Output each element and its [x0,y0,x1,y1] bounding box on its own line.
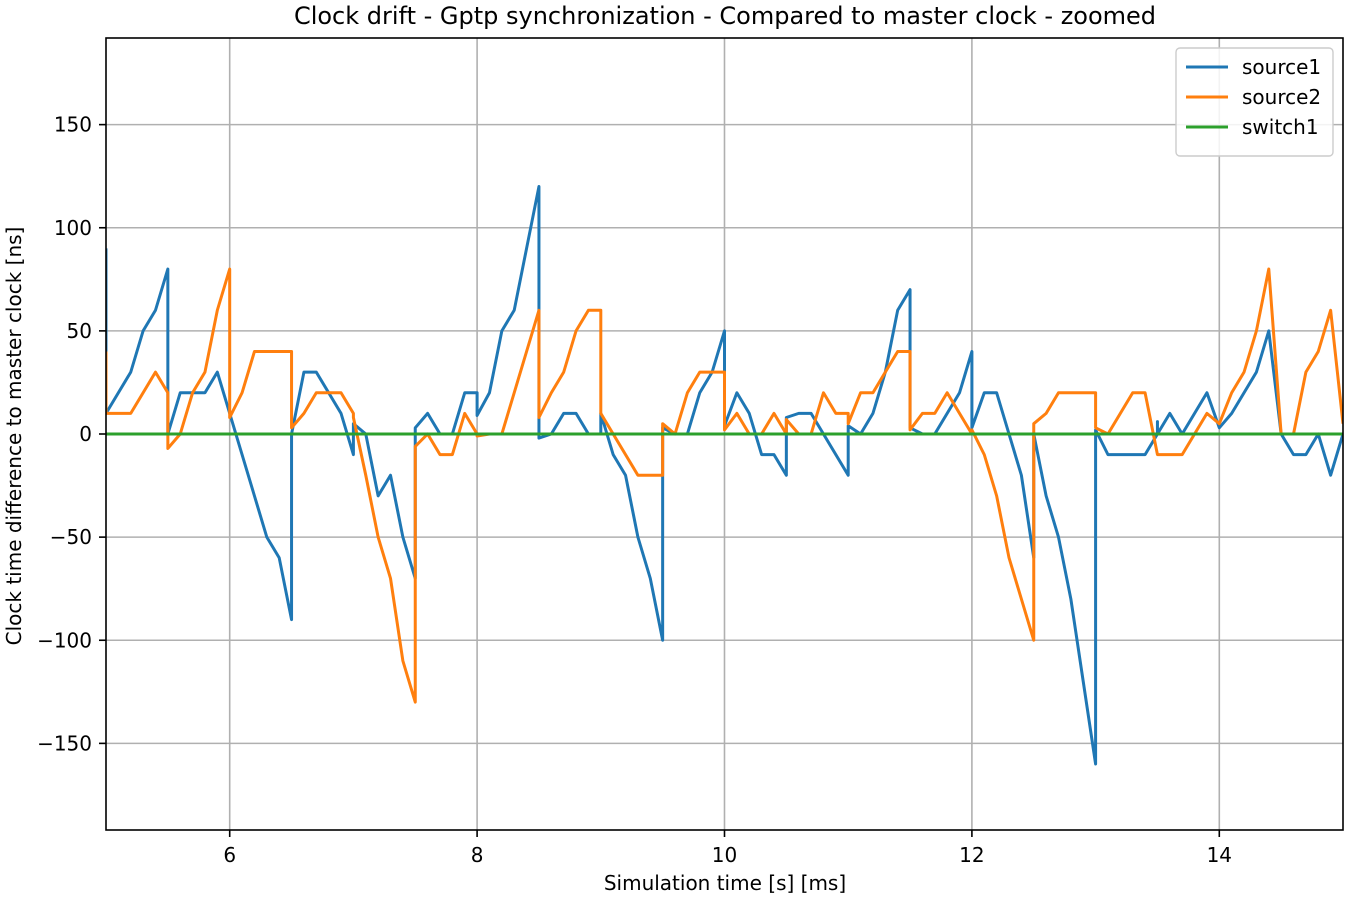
y-tick-label: 150 [54,113,92,137]
legend-label-source1: source1 [1242,55,1321,79]
y-tick-label: −150 [37,731,92,755]
y-tick-label: 0 [79,422,92,446]
axes [99,37,1344,837]
x-tick-label: 14 [1207,843,1232,867]
series-line-source1 [106,185,1343,766]
y-tick-label: −50 [50,525,92,549]
y-tick-label: 100 [54,216,92,240]
legend-box [1175,47,1334,157]
y-axis-label: Clock time difference to master clock [n… [2,227,26,646]
x-tick-label: 6 [223,843,236,867]
chart-title: Clock drift - Gptp synchronization - Com… [294,2,1156,30]
x-tick-label: 8 [471,843,484,867]
legend: source1 source2 switch1 [1175,47,1334,157]
legend-label-source2: source2 [1242,85,1321,109]
y-tick-label: −100 [37,628,92,652]
legend-label-switch1: switch1 [1242,115,1319,139]
tick-labels: 6 8 10 12 14 −150 −100 −50 0 50 100 150 [37,113,1232,867]
plot-frame [105,37,1344,831]
x-axis-label: Simulation time [s] [ms] [604,871,846,895]
x-tick-label: 12 [959,843,984,867]
y-tick-label: 50 [67,319,92,343]
series-line-source2 [106,267,1343,704]
x-tick-label: 10 [712,843,737,867]
series-layer [106,185,1343,766]
